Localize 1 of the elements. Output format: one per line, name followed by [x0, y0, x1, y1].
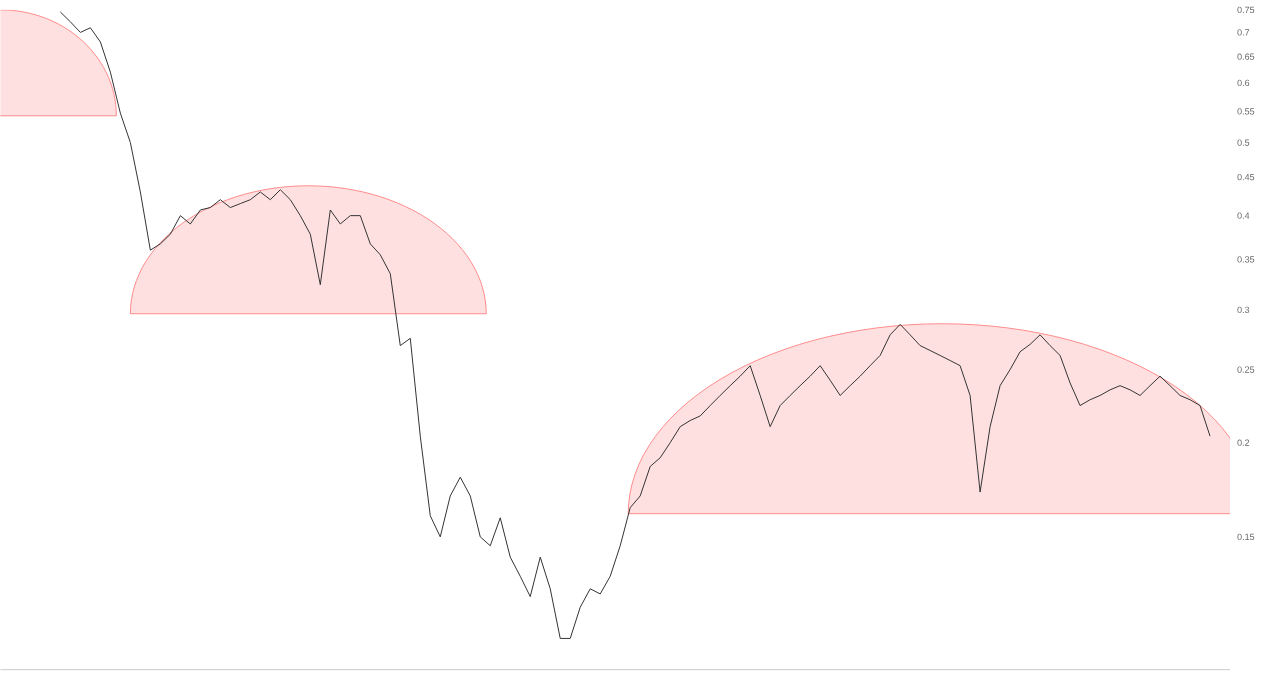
line-series	[59, 11, 1211, 640]
